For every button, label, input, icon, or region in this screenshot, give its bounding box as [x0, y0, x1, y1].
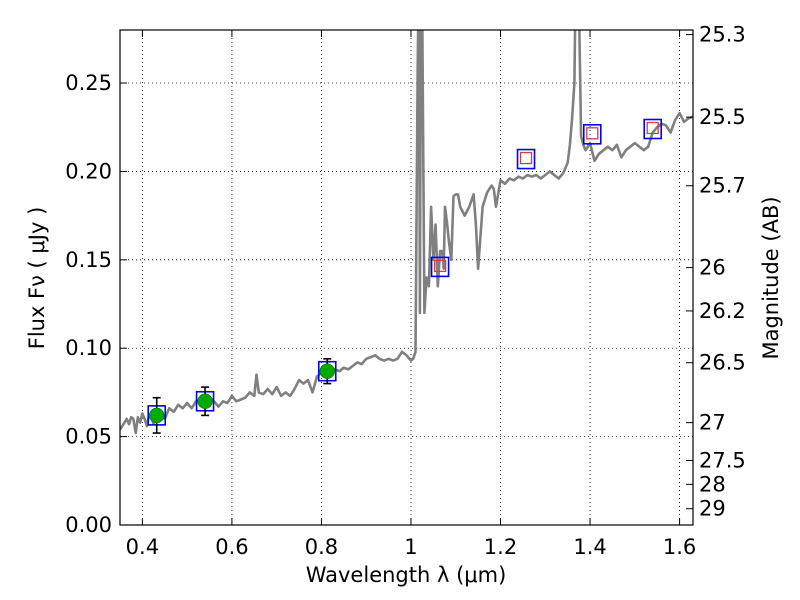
- y2-tick-label: 25.7: [699, 174, 746, 198]
- y2-tick-label: 26: [699, 256, 726, 280]
- model-flux-box: [430, 256, 450, 278]
- upper-limit-marker: [433, 259, 447, 273]
- x-tick-label: 0.8: [305, 535, 338, 559]
- observed-flux-point: [197, 393, 213, 409]
- y-tick-label: 0.25: [65, 71, 112, 95]
- plot-frame: [119, 29, 694, 526]
- y-tick-label: 0.05: [65, 425, 112, 449]
- x-tick-label: 0.4: [126, 535, 159, 559]
- y2-axis-label: Magnitude (AB): [759, 196, 783, 359]
- y2-tick-label: 26.5: [699, 351, 746, 375]
- model-flux-box: [643, 118, 663, 140]
- y-tick-label: 0.15: [65, 248, 112, 272]
- observed-flux-point: [319, 363, 336, 379]
- upper-limit-marker: [586, 127, 599, 140]
- model-flux-box: [516, 148, 536, 170]
- x-tick-label: 1.4: [573, 535, 606, 559]
- y2-tick-label: 25.5: [699, 105, 746, 129]
- x-tick-label: 1: [404, 535, 417, 559]
- plot-background: [120, 30, 693, 525]
- y-axis-label: Flux Fν ( μJy ): [25, 207, 49, 350]
- x-tick-label: 1.6: [663, 535, 696, 559]
- ticks: [120, 30, 693, 526]
- upper-limit-marker: [519, 151, 533, 165]
- tick-labels: 0.4 0.6 0.8 1 1.2 1.4 1.6 0.00 0.05 0.10 0.15 0.20 0…: [65, 23, 746, 559]
- x-tick-label: 0.6: [215, 535, 248, 559]
- grid: [120, 30, 693, 525]
- y2-tick-label: 25.3: [699, 23, 746, 47]
- y2-tick-label: 28: [699, 472, 726, 496]
- series-layer: [120, 30, 693, 435]
- x-axis-label: Wavelength λ (μm): [306, 563, 507, 587]
- x-tick-label: 1.2: [484, 535, 517, 559]
- model-flux-box: [582, 124, 602, 145]
- y2-tick-label: 29: [699, 497, 726, 521]
- y2-tick-label: 26.2: [699, 299, 746, 323]
- upper-limit-marker: [646, 121, 659, 135]
- y2-tick-label: 27: [699, 411, 726, 435]
- observed-flux-point: [148, 407, 165, 424]
- y-tick-label: 0.20: [65, 159, 112, 183]
- y-tick-label: 0.10: [65, 336, 112, 360]
- y2-tick-label: 27.5: [699, 448, 746, 472]
- y-tick-label: 0.00: [65, 513, 112, 537]
